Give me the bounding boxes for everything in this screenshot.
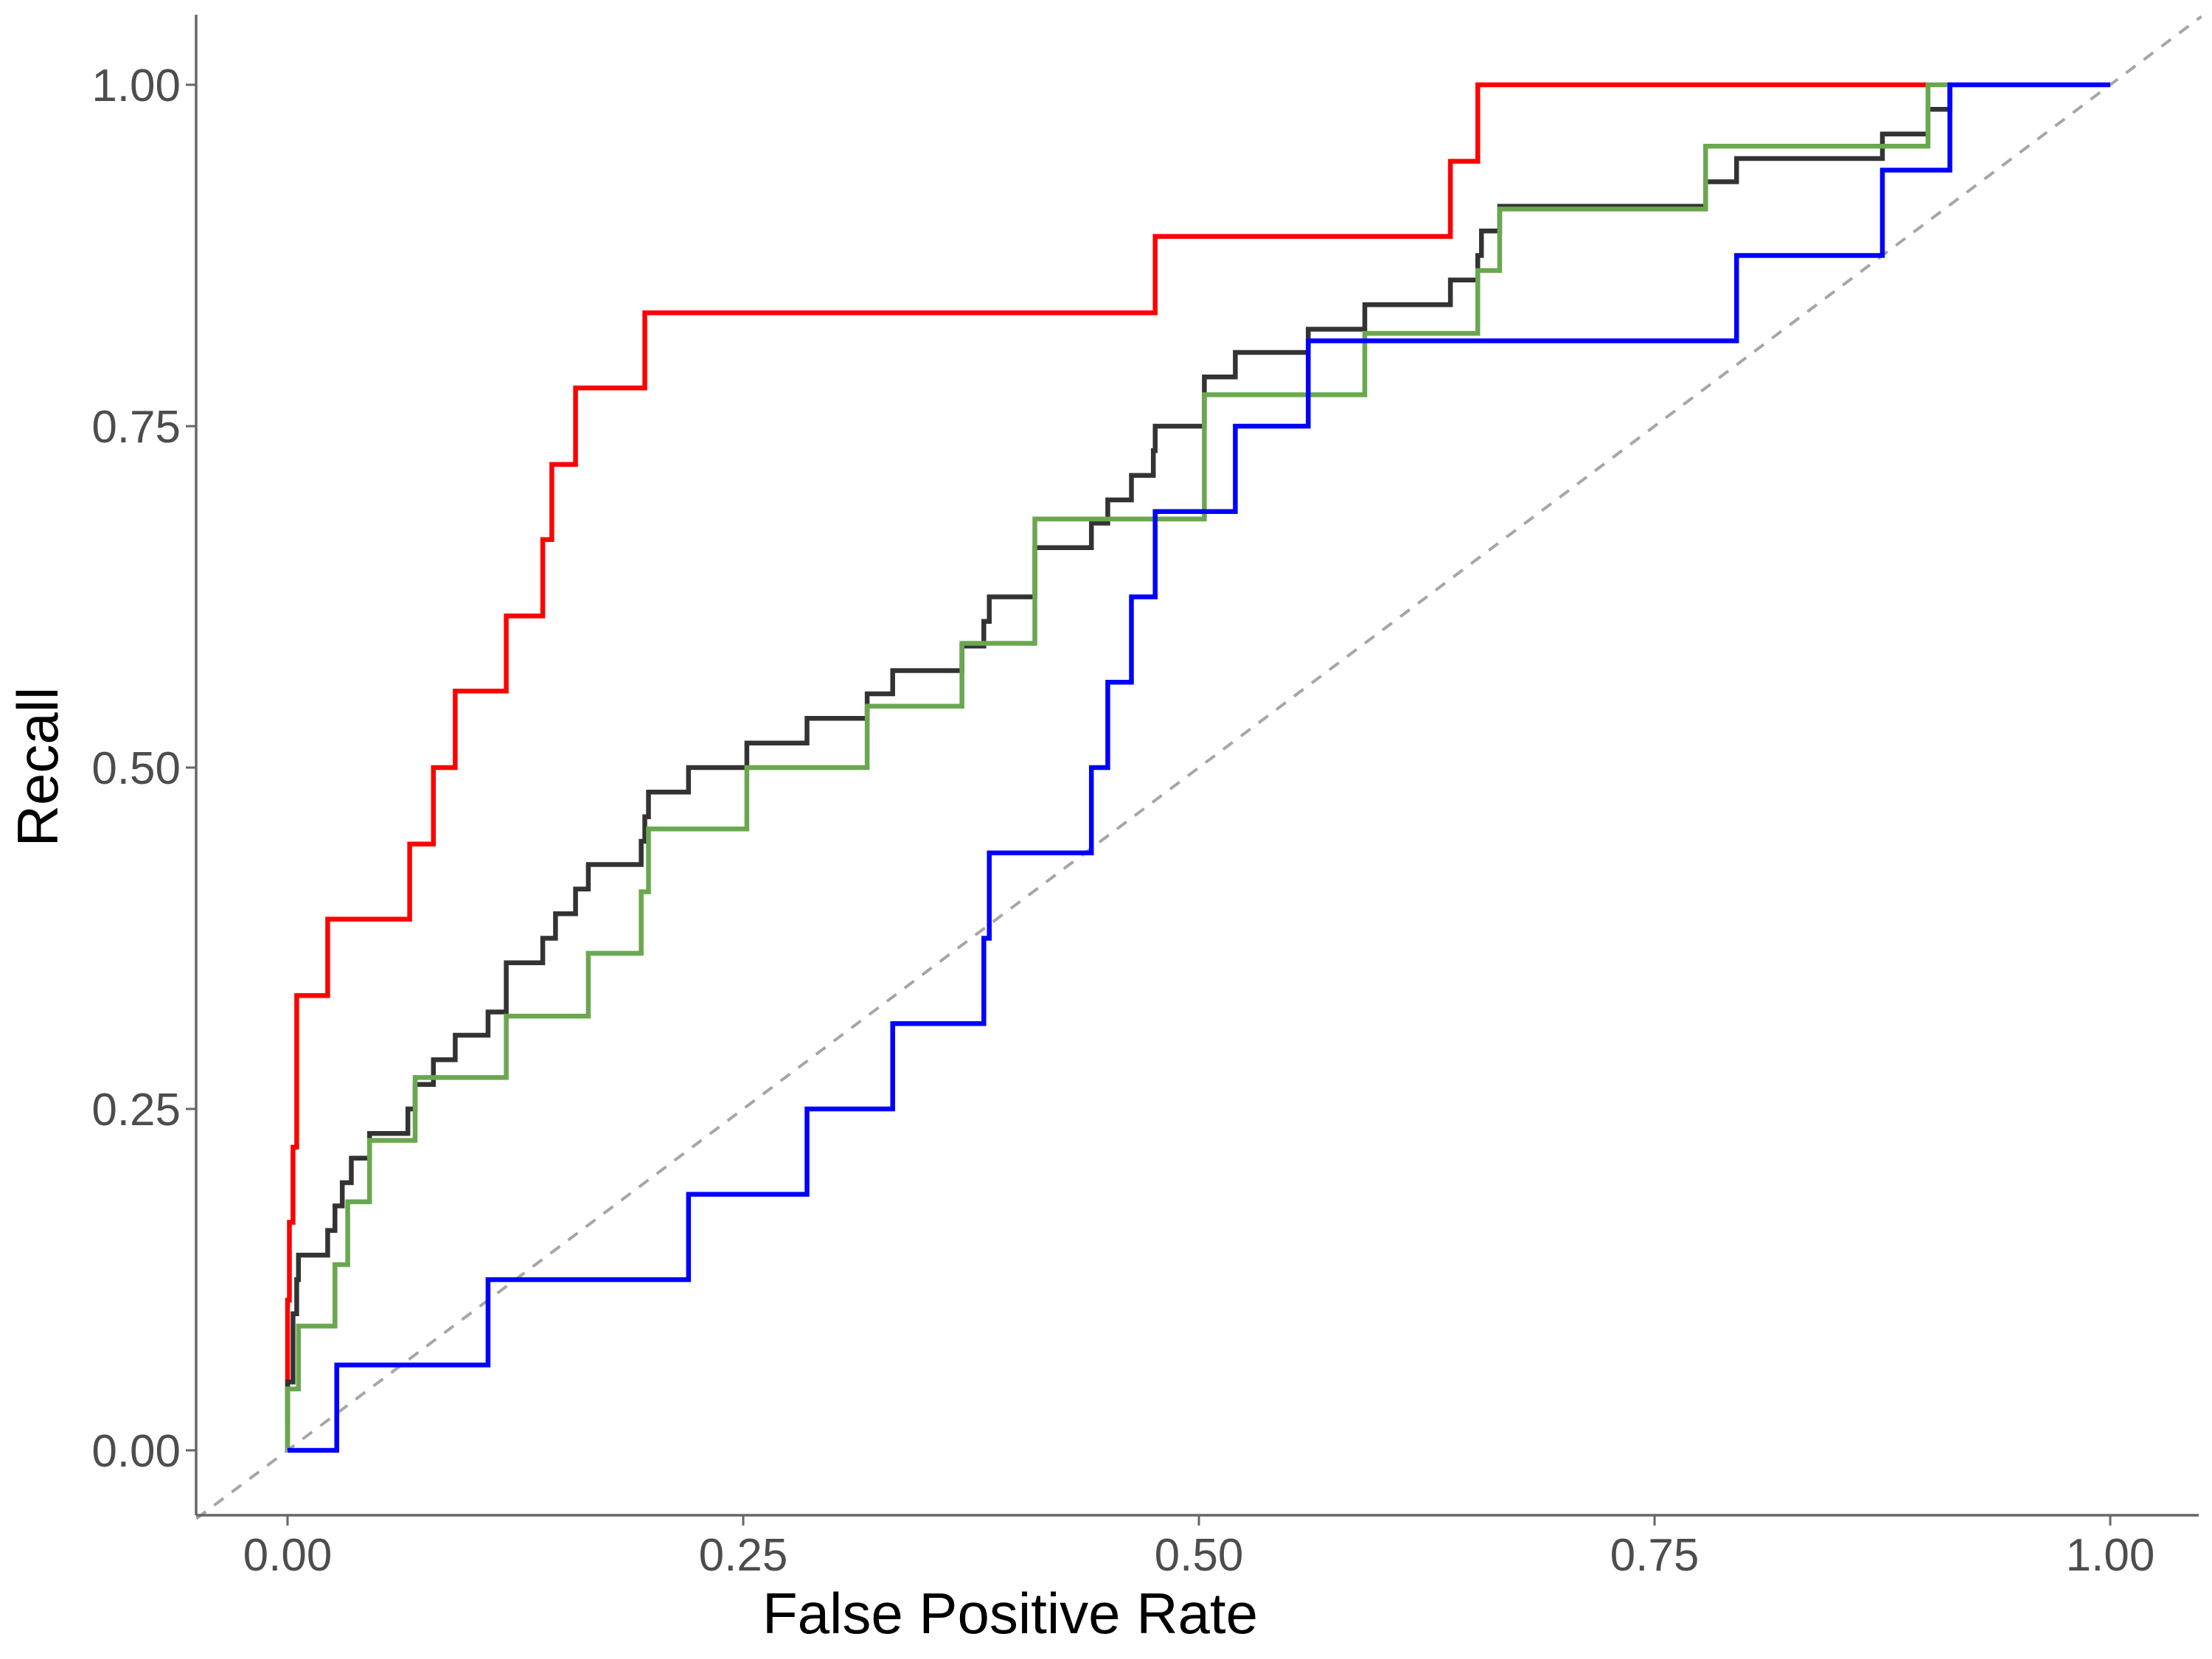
series-line-2 <box>285 85 1952 1423</box>
x-ticks: 0.00 0.25 0.50 0.75 1.00 <box>243 1515 2155 1581</box>
y-ticks: 0.00 0.25 0.50 0.75 1.00 <box>91 60 196 1477</box>
y-tick-label: 0.75 <box>91 402 181 453</box>
y-tick-label: 1.00 <box>91 60 181 111</box>
y-tick-label: 0.00 <box>91 1426 181 1477</box>
x-axis-title: False Positive Rate <box>762 1581 1258 1646</box>
x-tick-label: 0.25 <box>699 1530 788 1581</box>
series-line-3 <box>285 82 1950 1450</box>
series-line-1 <box>285 82 1928 1450</box>
y-tick-label: 0.50 <box>91 743 181 794</box>
x-tick-label: 0.00 <box>243 1530 333 1581</box>
x-tick-label: 0.50 <box>1155 1530 1244 1581</box>
y-axis-title: Recall <box>5 687 70 847</box>
series-lines <box>285 82 2110 1453</box>
reference-diagonal <box>195 15 2202 1520</box>
reference-diagonal-line <box>195 15 2202 1520</box>
y-tick-label: 0.25 <box>91 1085 181 1135</box>
axes <box>195 15 2199 1517</box>
x-tick-label: 0.75 <box>1610 1530 1700 1581</box>
x-tick-label: 1.00 <box>2066 1530 2155 1581</box>
series-line-4 <box>288 82 2110 1453</box>
